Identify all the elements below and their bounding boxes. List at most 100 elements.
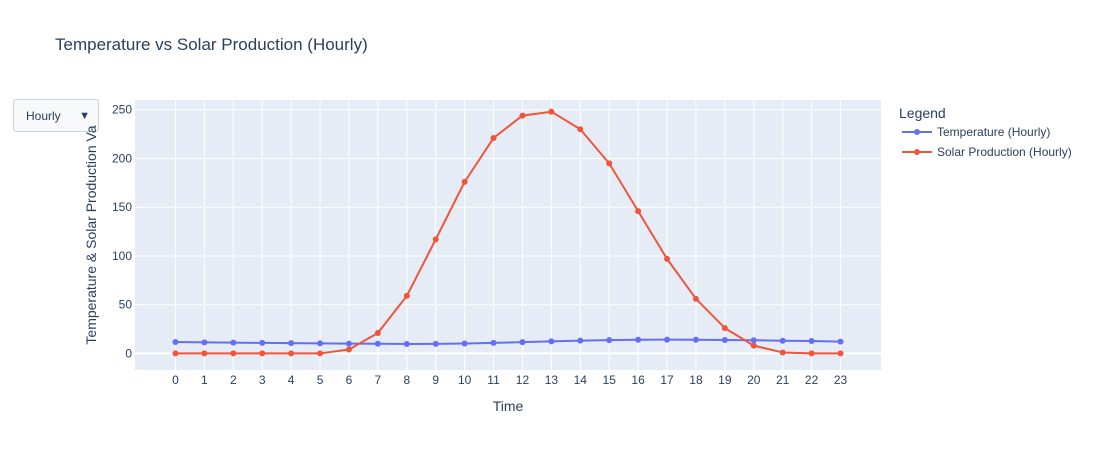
data-point[interactable]: [721, 336, 728, 343]
x-tick-label: 21: [776, 373, 790, 387]
data-point[interactable]: [432, 340, 439, 347]
data-point[interactable]: [172, 339, 179, 346]
y-axis-title: Temperature & Solar Production Va: [83, 125, 99, 344]
x-axis-title: Time: [493, 398, 524, 414]
interval-dropdown[interactable]: Hourly ▼: [13, 99, 99, 132]
data-point[interactable]: [548, 338, 555, 345]
x-tick-label: 10: [458, 373, 472, 387]
data-point[interactable]: [606, 337, 613, 344]
data-point[interactable]: [490, 339, 497, 346]
series-0: [172, 336, 844, 347]
data-point[interactable]: [259, 339, 266, 346]
data-point[interactable]: [432, 236, 439, 243]
x-tick-label: 20: [747, 373, 761, 387]
data-point[interactable]: [345, 346, 352, 353]
data-point[interactable]: [837, 350, 844, 357]
x-tick-label: 15: [603, 373, 617, 387]
dropdown-selected-label: Hourly: [26, 108, 61, 123]
legend-label: Solar Production (Hourly): [937, 145, 1072, 159]
data-point[interactable]: [288, 350, 295, 357]
chart-title: Temperature vs Solar Production (Hourly): [55, 35, 368, 54]
data-point[interactable]: [288, 340, 295, 347]
data-point[interactable]: [519, 339, 526, 346]
data-point[interactable]: [201, 339, 208, 346]
data-point[interactable]: [345, 340, 352, 347]
x-tick-label: 11: [487, 373, 500, 387]
data-point[interactable]: [779, 349, 786, 356]
data-point[interactable]: [230, 350, 237, 357]
data-point[interactable]: [230, 339, 237, 346]
y-tick-label: 0: [125, 346, 132, 360]
legend-swatch-marker: [914, 149, 920, 155]
data-point[interactable]: [317, 340, 324, 347]
x-tick-label: 16: [631, 373, 645, 387]
legend: Temperature (Hourly) Solar Production (Ho…: [902, 125, 1072, 159]
data-point[interactable]: [172, 350, 179, 357]
data-point[interactable]: [692, 295, 699, 302]
data-point[interactable]: [808, 350, 815, 357]
data-point[interactable]: [664, 255, 671, 262]
data-point[interactable]: [750, 342, 757, 349]
x-tick-label: 14: [574, 373, 588, 387]
data-point[interactable]: [374, 329, 381, 336]
data-point[interactable]: [519, 112, 526, 119]
y-tick-label: 250: [112, 103, 132, 117]
x-tick-label: 4: [288, 373, 295, 387]
data-point[interactable]: [692, 336, 699, 343]
y-tick-label: 50: [119, 298, 133, 312]
data-point[interactable]: [721, 325, 728, 332]
y-tick-label: 100: [112, 249, 132, 263]
data-point[interactable]: [461, 178, 468, 185]
data-point[interactable]: [548, 108, 555, 115]
x-tick-label: 2: [230, 373, 237, 387]
x-tick-label: 18: [689, 373, 703, 387]
data-point[interactable]: [201, 350, 208, 357]
data-point[interactable]: [664, 336, 671, 343]
x-tick-label: 19: [718, 373, 732, 387]
data-point[interactable]: [750, 337, 757, 344]
legend-item[interactable]: Temperature (Hourly): [902, 125, 1050, 139]
x-tick-label: 1: [201, 373, 208, 387]
x-tick-label: 7: [375, 373, 382, 387]
data-point[interactable]: [577, 337, 584, 344]
data-point[interactable]: [317, 350, 324, 357]
legend-item[interactable]: Solar Production (Hourly): [902, 145, 1072, 159]
x-tick-label: 22: [805, 373, 819, 387]
y-tick-label: 150: [112, 200, 132, 214]
data-point[interactable]: [259, 350, 266, 357]
data-point[interactable]: [635, 208, 642, 215]
series-layer: [172, 108, 844, 357]
x-tick-label: 3: [259, 373, 266, 387]
x-tick-label: 5: [317, 373, 324, 387]
data-point[interactable]: [635, 336, 642, 343]
data-point[interactable]: [779, 337, 786, 344]
plot-area: [135, 100, 881, 370]
y-tick-label: 200: [112, 151, 132, 165]
chevron-down-icon: ▼: [79, 109, 90, 122]
data-point[interactable]: [606, 160, 613, 167]
series-line: [175, 338, 841, 345]
x-tick-label: 6: [346, 373, 353, 387]
data-point[interactable]: [403, 340, 410, 347]
axis-ticks: 0 1 2 3 4 5 6 7 8 9 10 11 12 13 14 15 16 17 18 19 20 21 22 2305…: [112, 103, 848, 387]
x-tick-label: 9: [432, 373, 439, 387]
x-tick-label: 23: [834, 373, 848, 387]
legend-title: Legend: [899, 105, 946, 121]
data-point[interactable]: [461, 340, 468, 347]
x-tick-label: 13: [545, 373, 559, 387]
x-tick-label: 12: [516, 373, 530, 387]
x-tick-label: 8: [403, 373, 410, 387]
legend-swatch-marker: [914, 129, 920, 135]
data-point[interactable]: [808, 338, 815, 345]
x-tick-label: 17: [660, 373, 674, 387]
legend-label: Temperature (Hourly): [937, 125, 1050, 139]
data-point[interactable]: [577, 126, 584, 133]
series-line: [175, 110, 841, 355]
series-1: [172, 108, 844, 357]
data-point[interactable]: [374, 340, 381, 347]
data-point[interactable]: [837, 338, 844, 345]
x-tick-label: 0: [172, 373, 179, 387]
data-point[interactable]: [403, 292, 410, 299]
data-point[interactable]: [490, 135, 497, 142]
